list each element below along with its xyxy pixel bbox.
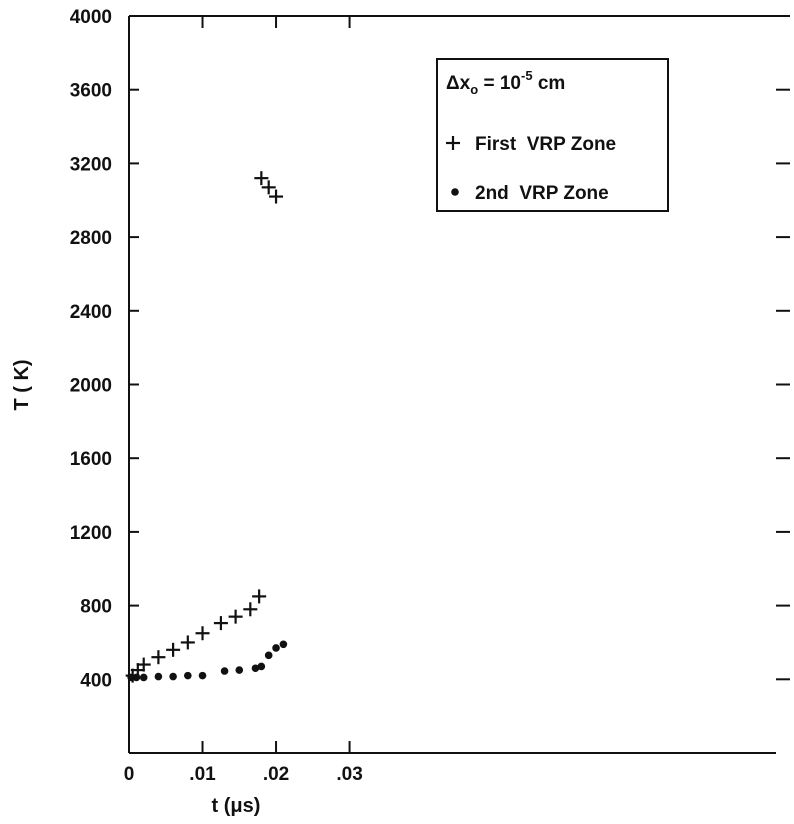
second-vrp-zone-point [132, 673, 141, 682]
first-vrp-zone-point [136, 657, 151, 672]
second-vrp-zone-point [251, 664, 260, 673]
legend-dot-marker [451, 188, 459, 196]
y-tick-label: 1200 [70, 523, 112, 544]
first-vrp-zone-point [151, 650, 166, 665]
legend-header-suffix: cm [533, 73, 566, 94]
first-vrp-zone-point [252, 589, 267, 604]
y-tick-label: 2800 [70, 228, 112, 249]
second-vrp-zone-point [220, 667, 229, 675]
second-vrp-zone-point [235, 666, 244, 674]
y-tick-label: 800 [80, 597, 112, 618]
first-vrp-zone-point [213, 616, 228, 631]
legend-box [436, 58, 669, 212]
y-tick-label: 1600 [70, 449, 112, 470]
y-tick-label: 2400 [70, 302, 112, 323]
x-tick-label: .01 [189, 764, 216, 785]
x-tick-label: .03 [336, 764, 362, 785]
data-marks [125, 171, 288, 683]
y-tick-label: 4000 [70, 7, 112, 28]
first-vrp-zone-point [254, 171, 269, 186]
axis-ticks [128, 15, 790, 753]
legend-header-prefix: Δx [446, 73, 471, 94]
second-vrp-zone-point [272, 644, 280, 652]
second-vrp-zone-point [169, 672, 177, 681]
y-tick-label: 400 [80, 670, 112, 691]
first-vrp-zone-point [195, 626, 210, 641]
first-vrp-zone-point [269, 189, 284, 204]
x-tick-label: .02 [263, 764, 289, 785]
legend-series-2-label: 2nd VRP Zone [475, 183, 609, 204]
second-vrp-zone-point [198, 671, 207, 680]
y-tick-label: 2000 [70, 376, 112, 397]
second-vrp-zone-point [264, 651, 273, 660]
second-vrp-zone-point [154, 672, 163, 681]
first-vrp-zone-point [243, 602, 258, 617]
y-axis-title: T ( K) [11, 359, 33, 410]
legend-header-exponent: -5 [521, 68, 533, 83]
y-tick-label: 3600 [70, 81, 112, 102]
legend-header-subscript: o [470, 82, 478, 97]
x-tick-label: 0 [124, 764, 135, 785]
second-vrp-zone-point [257, 662, 266, 671]
legend-header: Δxo = 10-5 cm [446, 68, 565, 97]
second-vrp-zone-point [184, 671, 192, 680]
first-vrp-zone-point [180, 635, 195, 650]
y-tick-label: 3200 [70, 154, 112, 175]
first-vrp-zone-point [228, 609, 243, 624]
second-vrp-zone-point [139, 673, 148, 682]
legend-series-1-label: First VRP Zone [475, 134, 616, 155]
x-axis-title: t (μs) [212, 795, 261, 817]
legend: Δxo = 10-5 cm First VRP Zone 2nd VRP Zon… [436, 58, 669, 212]
axis-tick-labels: 400 800 1200 1600 2000 2400 2800 3200 3600 4000 0.… [70, 7, 363, 785]
first-vrp-zone-point [261, 180, 276, 195]
first-vrp-zone-point [166, 642, 181, 657]
legend-plus-marker [446, 136, 460, 150]
legend-header-middle: = 10 [478, 73, 521, 94]
second-vrp-zone-point [279, 640, 288, 649]
